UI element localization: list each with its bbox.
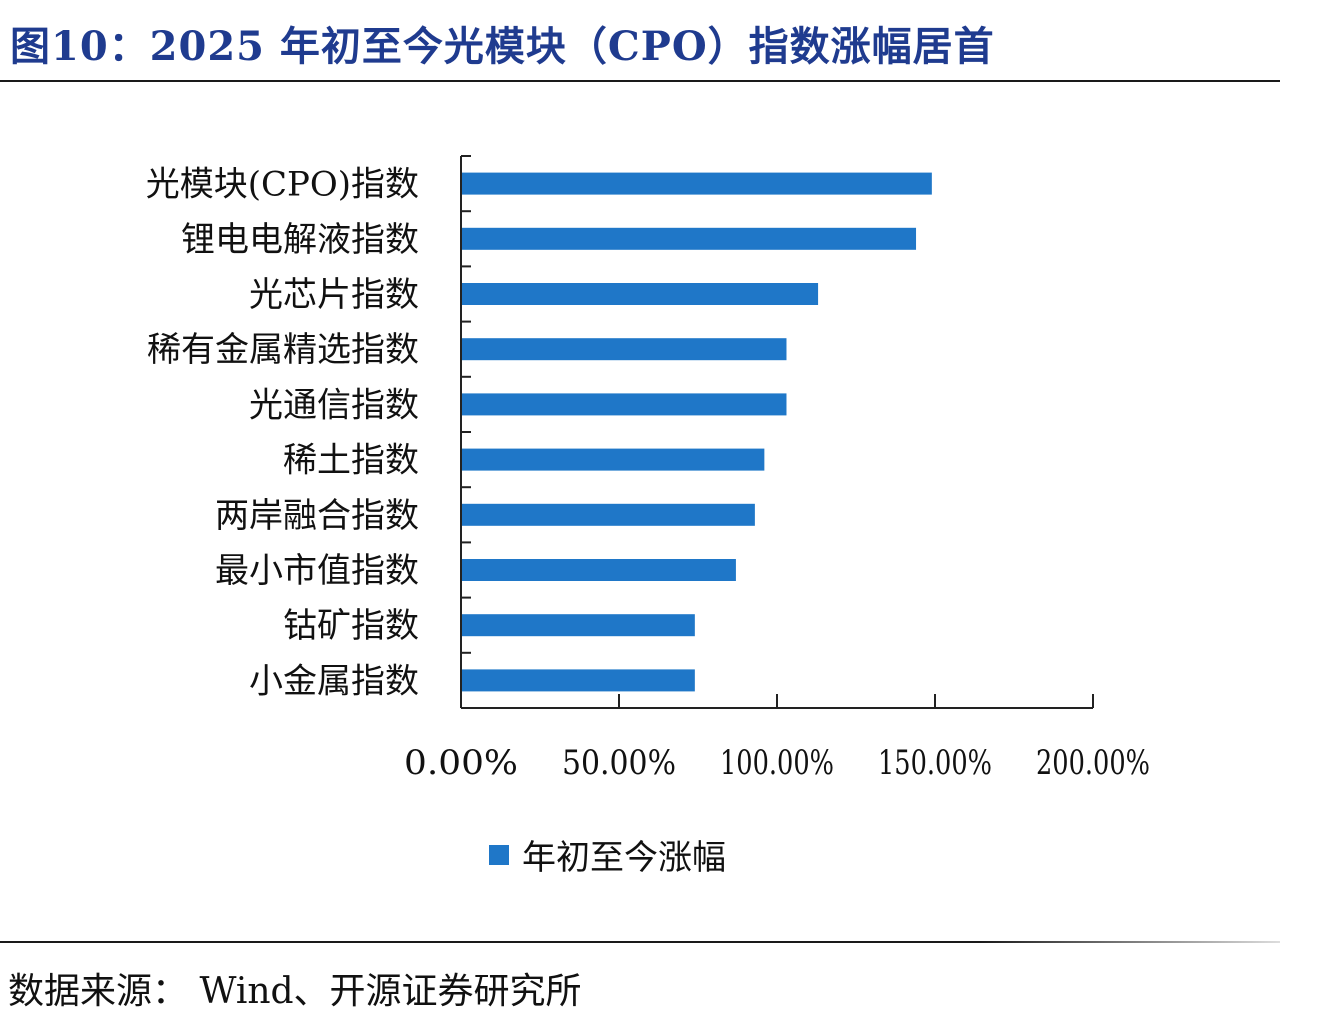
legend-label: 年初至今涨幅	[522, 838, 726, 878]
category-label: 光通信指数	[249, 385, 419, 425]
bar	[462, 559, 736, 581]
category-label: 最小市值指数	[215, 551, 419, 591]
bar	[462, 283, 819, 305]
category-label: 钴矿指数	[283, 606, 419, 646]
bar	[462, 338, 787, 361]
bar	[462, 227, 917, 250]
category-label: 小金属指数	[249, 661, 419, 701]
footer-divider	[0, 941, 980, 943]
bar	[462, 614, 695, 637]
footer-divider-fade	[980, 941, 1280, 943]
category-label: 稀有金属精选指数	[147, 330, 419, 370]
x-tick-label: 50.00%	[562, 743, 676, 783]
category-label: 稀土指数	[283, 441, 419, 481]
title-divider	[0, 80, 1280, 82]
bar	[462, 393, 787, 416]
source-note: 数据来源： Wind、开源证券研究所	[8, 971, 582, 1012]
bar	[462, 172, 932, 195]
category-label: 锂电电解液指数	[181, 220, 419, 260]
bar	[462, 503, 755, 526]
legend-swatch	[489, 845, 509, 865]
category-label: 两岸融合指数	[215, 496, 419, 536]
bar	[462, 448, 765, 471]
category-label: 光芯片指数	[249, 275, 419, 315]
category-label: 光模块(CPO)指数	[146, 165, 419, 205]
bar-chart: 光模块(CPO)指数锂电电解液指数光芯片指数稀有金属精选指数光通信指数稀土指数两…	[146, 155, 1150, 878]
bar	[462, 669, 695, 692]
x-tick-label: 200.00%	[1036, 743, 1150, 783]
chart-title: 图10：2025 年初至今光模块（CPO）指数涨幅居首	[10, 23, 995, 70]
x-tick-label: 100.00%	[720, 743, 834, 783]
x-tick-label: 150.00%	[878, 743, 992, 783]
x-tick-label: 0.00%	[404, 743, 518, 783]
